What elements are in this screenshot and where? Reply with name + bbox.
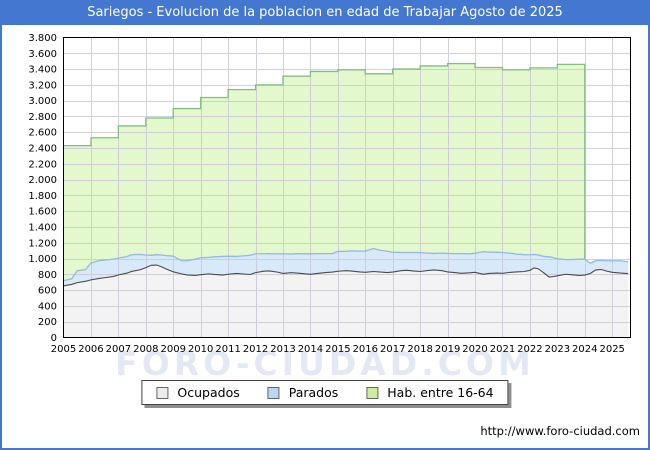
svg-text:3.800: 3.800 <box>28 33 57 44</box>
svg-text:0: 0 <box>51 333 57 344</box>
svg-text:2018: 2018 <box>407 344 432 355</box>
svg-text:2005: 2005 <box>51 344 76 355</box>
svg-text:2007: 2007 <box>106 344 131 355</box>
y-axis-labels: 0 200 400 600 800 1.000 1.200 1.400 1.600 1.800 2.… <box>28 33 57 344</box>
svg-text:200: 200 <box>38 317 57 328</box>
svg-text:1.800: 1.800 <box>28 191 57 202</box>
svg-text:2020: 2020 <box>462 344 487 355</box>
svg-text:2013: 2013 <box>270 344 295 355</box>
hab-16-64-line <box>63 62 586 260</box>
svg-text:3.400: 3.400 <box>28 65 57 76</box>
svg-text:1.000: 1.000 <box>28 254 57 265</box>
svg-text:2017: 2017 <box>380 344 405 355</box>
legend-swatch-hab <box>366 386 379 399</box>
svg-text:2011: 2011 <box>215 344 240 355</box>
chart-title: Sariegos - Evolucion de la poblacion en … <box>0 0 650 25</box>
svg-text:800: 800 <box>38 270 57 281</box>
svg-text:2022: 2022 <box>517 344 542 355</box>
footer-link[interactable]: http://www.foro-ciudad.com <box>480 424 640 438</box>
svg-text:2.000: 2.000 <box>28 175 57 186</box>
svg-text:1.400: 1.400 <box>28 222 57 233</box>
svg-text:2014: 2014 <box>298 344 323 355</box>
svg-text:3.600: 3.600 <box>28 49 57 60</box>
svg-text:2025: 2025 <box>599 344 624 355</box>
svg-text:2.600: 2.600 <box>28 128 57 139</box>
legend-item-parados[interactable]: Parados <box>267 385 339 400</box>
gridlines <box>63 37 631 338</box>
ocupados-line <box>63 264 629 287</box>
legend-swatch-parados <box>267 386 280 399</box>
legend-item-hab[interactable]: Hab. entre 16-64 <box>366 385 494 400</box>
plot-frame <box>63 37 631 338</box>
legend-swatch-ocupados <box>156 386 169 399</box>
legend-label: Ocupados <box>177 385 240 400</box>
svg-text:3.000: 3.000 <box>28 96 57 107</box>
svg-text:2.800: 2.800 <box>28 112 57 123</box>
svg-text:2010: 2010 <box>188 344 213 355</box>
svg-text:1.200: 1.200 <box>28 238 57 249</box>
svg-text:600: 600 <box>38 286 57 297</box>
svg-text:2021: 2021 <box>490 344 515 355</box>
chart-legend: Ocupados Parados Hab. entre 16-64 <box>141 380 509 405</box>
svg-text:2009: 2009 <box>161 344 186 355</box>
svg-text:2012: 2012 <box>243 344 268 355</box>
legend-item-ocupados[interactable]: Ocupados <box>156 385 240 400</box>
svg-text:2023: 2023 <box>545 344 570 355</box>
svg-text:3.200: 3.200 <box>28 80 57 91</box>
legend-label: Parados <box>288 385 339 400</box>
svg-text:2006: 2006 <box>78 344 103 355</box>
legend-label: Hab. entre 16-64 <box>387 385 494 400</box>
parados-line <box>63 247 629 282</box>
ocupados-area <box>63 265 629 338</box>
watermark: FORO-CIUDAD.COM <box>115 344 535 383</box>
svg-text:2016: 2016 <box>353 344 378 355</box>
svg-text:400: 400 <box>38 301 57 312</box>
svg-text:2015: 2015 <box>325 344 350 355</box>
svg-text:2008: 2008 <box>133 344 158 355</box>
svg-text:2019: 2019 <box>435 344 460 355</box>
svg-text:1.600: 1.600 <box>28 207 57 218</box>
x-axis-labels: 2005 2006 2007 2008 2009 2010 2011 2012 2013 2014… <box>51 344 625 355</box>
svg-text:2024: 2024 <box>572 344 597 355</box>
svg-text:2.200: 2.200 <box>28 159 57 170</box>
svg-text:2.400: 2.400 <box>28 144 57 155</box>
